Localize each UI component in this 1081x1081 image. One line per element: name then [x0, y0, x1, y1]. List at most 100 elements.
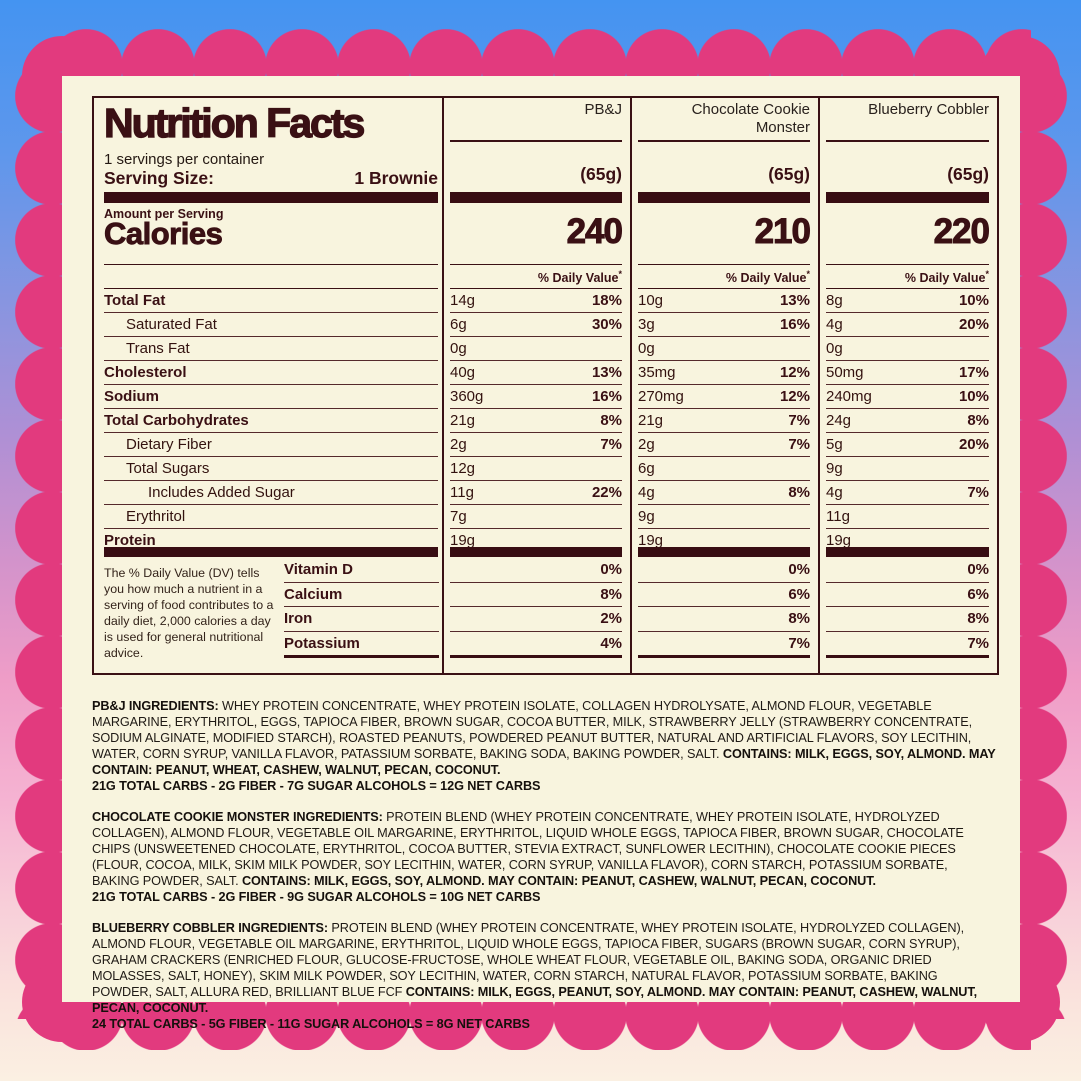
ingredients-title: PB&J INGREDIENTS: [92, 699, 223, 713]
vitamin-value-row: 4% [450, 632, 622, 658]
nutrient-value-row: 5g 20% [826, 433, 989, 457]
vitamin-value-row: 0% [638, 558, 810, 583]
daily-value-footnote: The % Daily Value (DV) tells you how muc… [104, 566, 274, 660]
ingredients-contains: CONTAINS: MILK, EGGS, SOY, ALMOND. MAY C… [241, 874, 876, 888]
nutrition-facts-table: Nutrition Facts 1 servings per container… [92, 96, 999, 675]
divider-bar-thick [104, 192, 438, 203]
scallop-border-right [1020, 60, 1067, 1019]
ingredients-title: BLUEBERRY COBBLER INGREDIENTS: [92, 921, 332, 935]
nutrient-daily-value: 17% [958, 364, 989, 381]
nutrient-name: Trans Fat [126, 340, 190, 357]
nutrient-amount: 4g [826, 316, 843, 333]
nutrient-amount: 10g [638, 292, 664, 309]
nutrient-value-row: 21g 8% [450, 409, 622, 433]
vitamin-value-row: 8% [450, 583, 622, 607]
nutrient-value-rows: 10g 13% 3g 16% 0g 35mg 12% 270mg 12% 21g 7% 2g 7% 6g 4… [638, 288, 810, 553]
nutrient-value-row: 360g 16% [450, 385, 622, 409]
nutrient-name: Total Sugars [126, 460, 210, 477]
vitamin-value-row: 2% [450, 607, 622, 632]
product-name: Chocolate Cookie Monster [691, 101, 810, 136]
vitamin-value-row: 0% [450, 558, 622, 583]
nutrient-value-row: 3g 16% [638, 313, 810, 337]
nutrient-amount: 19g [826, 532, 852, 549]
divider-bar-thick [826, 547, 989, 557]
vitamin-daily-value: 8% [600, 585, 622, 603]
nutrient-amount: 0g [638, 340, 655, 357]
daily-value-label: % Daily Value [904, 271, 986, 286]
nutrient-amount: 11g [450, 484, 474, 501]
calories-value: 220 [933, 212, 990, 252]
nutrient-amount: 240mg [826, 388, 872, 405]
nutrient-value-rows: 14g 18% 6g 30% 0g 40g 13% 360g 16% 21g 8% 2g 7% 12g 11… [450, 288, 622, 553]
nutrient-amount: 40g [450, 364, 476, 381]
nutrient-daily-value: 18% [591, 292, 622, 309]
nutrient-daily-value: 16% [779, 316, 810, 333]
nutrient-name: Protein [104, 532, 156, 549]
serving-size-value: 1 Brownie [354, 168, 438, 188]
nutrient-value-row: 2g 7% [638, 433, 810, 457]
nutrient-daily-value: 7% [788, 412, 810, 429]
product-name: Blueberry Cobbler [868, 101, 989, 118]
divider-bar-thick [638, 192, 810, 203]
nutrient-daily-value: 20% [958, 436, 989, 453]
nutrient-daily-value: 30% [591, 316, 622, 333]
nutrient-amount: 0g [450, 340, 467, 357]
nutrient-value-row: 9g [826, 457, 989, 481]
divider-line [104, 264, 438, 265]
divider-bar-thick [826, 192, 989, 203]
nutrient-label-row: Cholesterol [104, 361, 438, 385]
vitamin-daily-value: 6% [967, 585, 989, 603]
divider-bar-thick [638, 547, 810, 557]
nutrient-value-row: 50mg 17% [826, 361, 989, 385]
nutrient-amount: 270mg [638, 388, 684, 405]
daily-value-asterisk: * [618, 269, 622, 279]
serving-size-label: Serving Size: [104, 168, 214, 188]
daily-value-asterisk: * [806, 269, 810, 279]
nutrient-label-row: Includes Added Sugar [104, 481, 438, 505]
nutrient-daily-value: 7% [600, 436, 622, 453]
nutrient-daily-value: 12% [779, 388, 810, 405]
nutrient-name: Includes Added Sugar [148, 484, 295, 501]
nutrient-amount: 9g [826, 460, 843, 477]
product-column-3: Blueberry Cobbler (65g) 220 % Daily Value* 8… [818, 98, 997, 673]
nutrient-label-row: Dietary Fiber [104, 433, 438, 457]
nutrient-daily-value: 12% [779, 364, 810, 381]
ingredients-carbs: 21G TOTAL CARBS - 2G FIBER - 9G SUGAR AL… [92, 890, 541, 904]
nutrient-amount: 6g [638, 460, 655, 477]
ingredients-text: PROTEIN BLEND (WHEY PROTEIN CONCENTRATE,… [92, 810, 964, 888]
nutrient-amount: 12g [450, 460, 476, 477]
serving-size-row: Serving Size: 1 Brownie [104, 168, 438, 189]
nutrient-amount: 24g [826, 412, 852, 429]
vitamin-value-rows: 0% 6% 8% 7% [826, 558, 989, 658]
nutrient-value-row: 21g 7% [638, 409, 810, 433]
vitamin-value-row: 0% [826, 558, 989, 583]
nutrient-amount: 19g [638, 532, 664, 549]
vitamin-daily-value: 0% [967, 561, 989, 579]
nutrient-label-rows: Total Fat Saturated Fat Trans Fat Cholester… [104, 288, 438, 553]
nutrient-amount: 3g [638, 316, 655, 333]
nutrient-amount: 4g [826, 484, 843, 501]
product-column-1: PB&J (65g) 240 % Daily Value* 14g 18% 6g 30% 0g 4… [442, 98, 630, 673]
divider-line [826, 140, 989, 142]
vitamin-daily-value: 8% [788, 610, 810, 628]
nutrient-amount: 50mg [826, 364, 864, 381]
nutrient-name: Total Carbohydrates [104, 412, 249, 429]
vitamin-value-row: 8% [638, 607, 810, 632]
nutrient-value-row: 35mg 12% [638, 361, 810, 385]
vitamin-value-row: 8% [826, 607, 989, 632]
nutrient-value-row: 8g 10% [826, 289, 989, 313]
nutrient-value-row: 270mg 12% [638, 385, 810, 409]
nutrient-name: Sodium [104, 388, 159, 405]
vitamin-label-rows: Vitamin D Calcium Iron Potassium [284, 558, 439, 658]
ingredients-text: PROTEIN BLEND (WHEY PROTEIN CONCENTRATE,… [92, 921, 965, 999]
calories-label: Calories [104, 216, 224, 252]
nutrient-amount: 9g [638, 508, 655, 525]
nutrient-value-row: 14g 18% [450, 289, 622, 313]
divider-line [638, 140, 810, 142]
nutrient-label-row: Total Carbohydrates [104, 409, 438, 433]
serving-weight: (65g) [947, 164, 989, 184]
nutrient-value-rows: 8g 10% 4g 20% 0g 50mg 17% 240mg 10% 24g 8% 5g 20% 9g 4… [826, 288, 989, 553]
nutrient-value-row: 2g 7% [450, 433, 622, 457]
ingredients-carbs: 24 TOTAL CARBS - 5G FIBER - 11G SUGAR AL… [92, 1017, 530, 1031]
nutrient-label-row: Total Fat [104, 289, 438, 313]
